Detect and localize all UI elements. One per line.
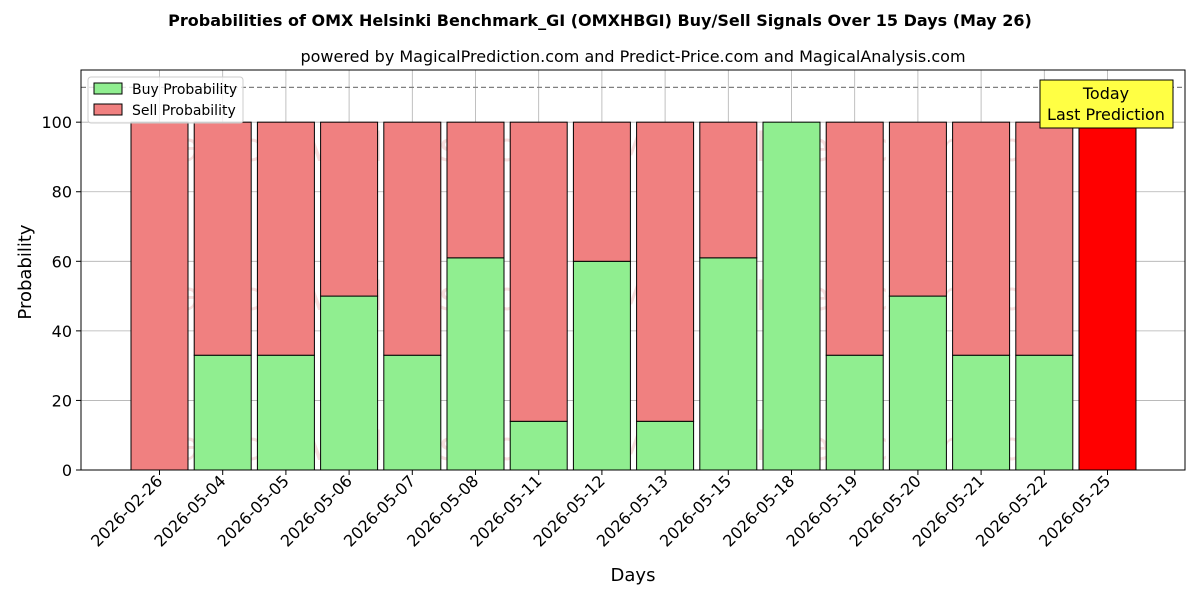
sell-bar [130, 121, 189, 471]
buy-bar [509, 420, 568, 471]
y-tick-label: 80 [52, 183, 72, 202]
buy-bar [383, 354, 442, 471]
legend-label: Sell Probability [132, 103, 236, 119]
x-axis-label: Days [611, 565, 656, 586]
sell-bar [636, 121, 695, 422]
legend-box [87, 76, 244, 124]
sell-bar [825, 121, 884, 356]
buy-bar [256, 354, 315, 471]
plot-frame [80, 69, 1186, 471]
buy-bar [1015, 354, 1074, 471]
sell-bar [699, 121, 758, 259]
sell-bar [446, 121, 505, 259]
buy-bar [320, 295, 379, 471]
sell-bar [320, 121, 379, 297]
sell-bar [572, 121, 631, 262]
sell-bar [888, 121, 947, 297]
legend-swatch [93, 82, 123, 95]
sell-bar [383, 121, 442, 356]
buy-bar [952, 354, 1011, 471]
annotation-line2: Last Prediction [1047, 105, 1165, 124]
y-axis-label: Probability [15, 224, 36, 319]
buy-bar [699, 257, 758, 471]
sell-bar [1078, 121, 1137, 471]
buy-bar [825, 354, 884, 471]
buy-bar [446, 257, 505, 471]
sell-bar [193, 121, 252, 356]
legend-label: Buy Probability [132, 82, 237, 98]
buy-bar [193, 354, 252, 471]
buy-bar [762, 121, 821, 471]
sell-bar [952, 121, 1011, 356]
y-tick-label: 0 [62, 461, 72, 480]
y-tick-label: 40 [52, 322, 72, 341]
annotation-box [1039, 79, 1174, 129]
annotation-line1: Today [1082, 84, 1129, 103]
chart-subtitle: powered by MagicalPrediction.com and Pre… [300, 47, 965, 66]
legend-swatch [93, 103, 123, 116]
sell-bar [256, 121, 315, 356]
y-tick-label: 20 [52, 391, 72, 410]
sell-bar [509, 121, 568, 422]
y-tick-label: 100 [41, 113, 72, 132]
chart-title: Probabilities of OMX Helsinki Benchmark_… [168, 11, 1032, 30]
buy-bar [888, 295, 947, 471]
y-tick-label: 60 [52, 252, 72, 271]
buy-bar [636, 420, 695, 471]
buy-bar [572, 260, 631, 471]
sell-bar [1015, 121, 1074, 356]
